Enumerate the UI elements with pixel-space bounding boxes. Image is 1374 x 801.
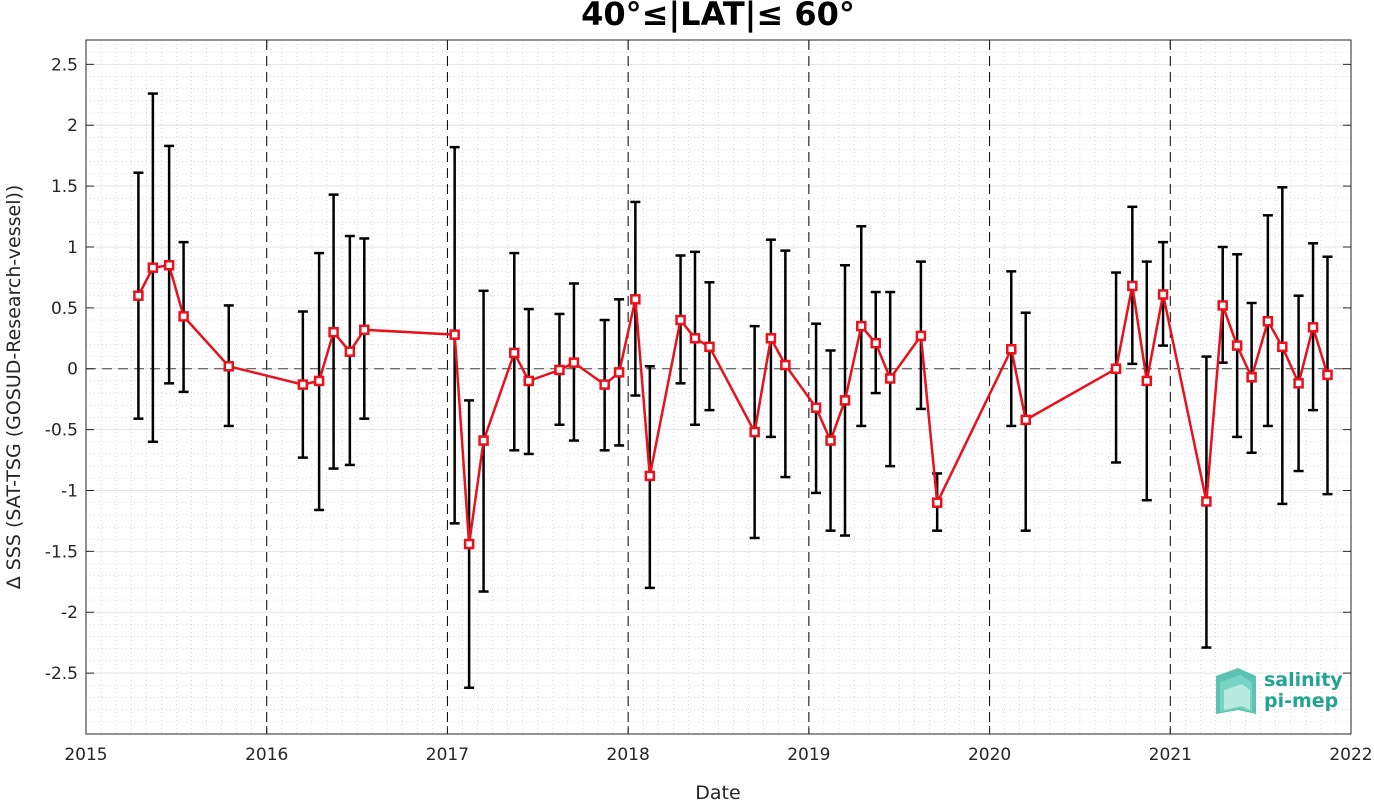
x-tick-label: 2019 [787,745,830,765]
data-point-marker [223,361,235,372]
data-point-marker [1262,316,1274,327]
data-point-marker [359,324,370,336]
data-point-marker [313,375,325,387]
data-point-marker [554,364,565,376]
data-point-marker [1157,289,1169,300]
data-point-marker [133,290,144,301]
data-point-marker [1110,363,1122,374]
y-tick-label: 0 [67,360,78,380]
y-tick-label: 1.5 [51,177,78,197]
data-point-marker [344,346,356,357]
chart-title: 40°≤|LAT|≤ 60° [581,0,855,34]
data-point-marker [328,326,339,338]
data-point-marker [1231,340,1243,351]
x-tick-label: 2020 [968,745,1011,765]
y-axis-label: Δ SSS (SAT-TSG (GOSUD-Research-vessel)) [3,185,25,590]
x-tick-label: 2016 [245,745,288,765]
data-point-marker [478,435,489,446]
data-point-marker [884,373,896,384]
x-axis-label: Date [695,782,740,801]
x-tick-label: 2021 [1149,745,1192,765]
data-point-marker [613,367,625,378]
data-point-marker [1277,341,1288,353]
data-point-marker [915,330,927,342]
y-tick-label: -2.5 [45,664,78,684]
data-point-marker [178,311,189,322]
data-point-marker [856,320,867,332]
data-point-marker [599,379,610,390]
x-tick-label: 2015 [64,745,107,765]
data-point-marker [568,357,580,368]
data-point-marker [1141,375,1153,387]
data-point-marker [870,337,881,349]
data-point-marker [1307,322,1319,333]
logo-line2: pi-mep [1264,690,1338,712]
data-point-marker [509,347,520,359]
data-point-marker [630,294,641,305]
data-point-marker [765,333,777,344]
tick-labels: 2015 2016 2017 2018 2019 2020 2021 2022 2.5 2 1.5 1… [45,55,1373,765]
y-tick-label: 2.5 [51,55,78,75]
data-point-marker [1006,344,1017,355]
data-point-marker [1020,414,1031,426]
y-tick-label: -1 [61,481,78,501]
data-point-marker [147,262,159,273]
x-tick-label: 2018 [607,745,650,765]
data-point-marker [297,379,309,390]
axes-box [85,39,1352,735]
data-point-marker [1127,280,1138,292]
markers [133,259,1333,550]
data-point-marker [463,538,475,550]
data-point-marker [523,375,534,387]
data-point-marker [449,329,460,340]
data-point-marker [1322,369,1333,381]
data-point-marker [780,359,791,371]
data-point-marker [644,470,656,482]
data-point-marker [825,435,836,446]
reference-lines [86,40,1351,734]
y-tick-label: -0.5 [45,421,78,441]
data-point-marker [1246,372,1257,383]
data-point-marker [675,314,686,326]
x-tick-label: 2022 [1329,745,1372,765]
data-point-marker [810,402,822,413]
y-tick-label: -1.5 [45,542,78,562]
y-tick-label: 1 [67,238,78,258]
y-tick-label: 2 [67,116,78,136]
data-point-marker [1217,300,1228,311]
x-tick-label: 2017 [426,745,469,765]
grid-layer [86,39,1351,734]
data-point-marker [704,341,715,353]
logo-wave-icon [1216,668,1256,714]
logo-line1: salinity [1264,669,1343,691]
data-point-marker [689,333,701,344]
data-point-marker [749,426,760,438]
y-tick-label: -2 [61,603,78,623]
data-point-marker [1201,496,1212,507]
data-point-marker [1293,378,1304,389]
data-point-marker [931,497,943,508]
data-point-marker [839,395,851,406]
y-tick-label: 0.5 [51,299,78,319]
salinity-pi-mep-logo: salinity pi-mep [1216,668,1343,714]
axes [85,39,1352,735]
data-point-marker [163,259,175,271]
